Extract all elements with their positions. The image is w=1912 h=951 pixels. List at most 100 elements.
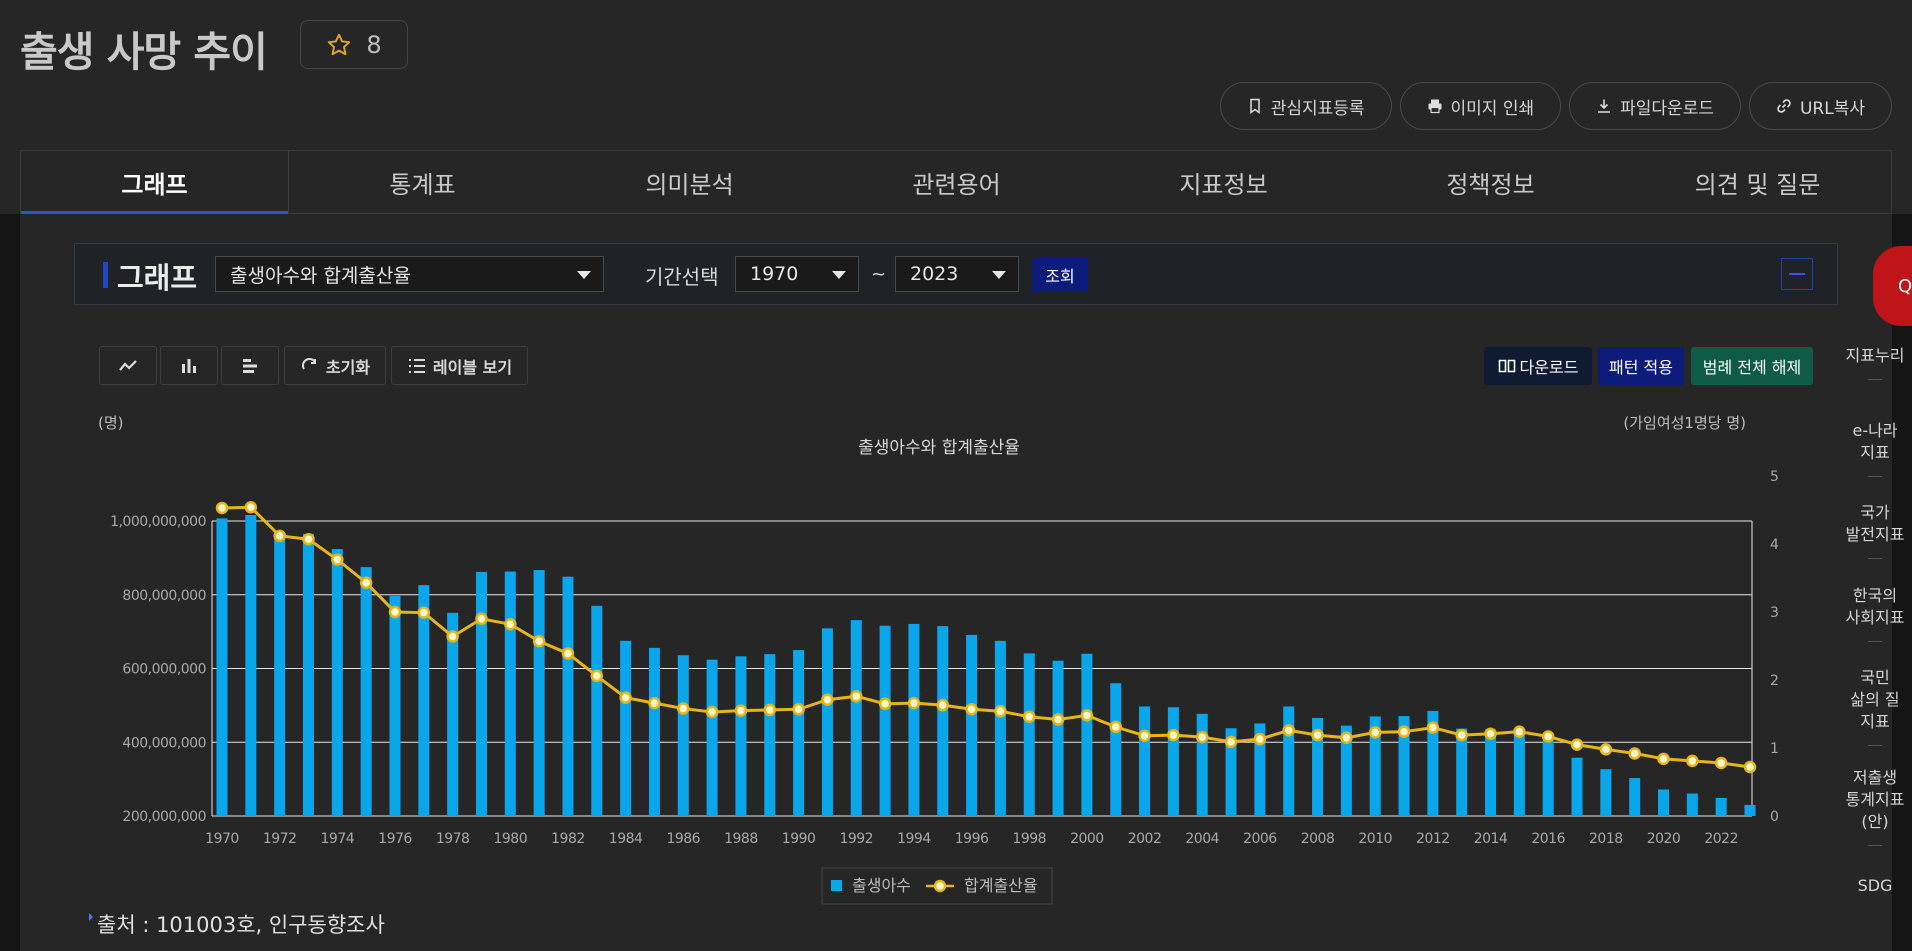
bar-births xyxy=(1052,660,1064,816)
bar-births xyxy=(1225,728,1237,816)
y2-tick-label: 4 xyxy=(1770,537,1779,553)
bar-births xyxy=(706,659,718,816)
page-title: 출생 사망 추이 xyxy=(20,28,268,76)
tab-graph[interactable]: 그래프 xyxy=(21,151,289,214)
point-fertility-rate xyxy=(417,606,431,619)
file-download-label: 파일다운로드 xyxy=(1620,98,1714,119)
from-year-select[interactable]: 1970 xyxy=(735,256,859,292)
bar-births xyxy=(1110,683,1122,816)
copy-url-button[interactable]: URL복사 xyxy=(1748,82,1892,130)
bar-births xyxy=(533,570,545,816)
legend-off-button[interactable]: 범례 전체 해제 xyxy=(1691,347,1813,385)
bar-births xyxy=(360,567,372,816)
chart-area: (명) (가임여성1명당 명) 출생아수와 합계출산율 200,000,000 4… xyxy=(74,405,1794,905)
x-tick-label: 2010 xyxy=(1358,831,1392,847)
point-fertility-rate xyxy=(1484,727,1497,740)
quick-link-item[interactable]: 국민 삶의 질 지표 xyxy=(1838,667,1912,746)
point-fertility-rate xyxy=(1167,728,1180,742)
quick-link-text: 발전지표 xyxy=(1845,525,1905,544)
book-icon xyxy=(1498,359,1515,373)
bar-births xyxy=(591,605,603,816)
point-fertility-rate xyxy=(1599,743,1613,756)
quick-link-item[interactable]: e-나라 지표 xyxy=(1838,420,1912,477)
quick-link-item[interactable]: 한국의 사회지표 xyxy=(1838,585,1912,642)
query-button[interactable]: 조회 xyxy=(1032,258,1088,292)
bar-births xyxy=(937,626,949,816)
chart-download-button[interactable]: 다운로드 xyxy=(1484,347,1592,385)
point-fertility-rate xyxy=(907,696,921,710)
bookmark-button[interactable]: 관심지표등록 xyxy=(1219,82,1392,130)
x-tick-label: 1992 xyxy=(839,831,873,847)
point-fertility-rate xyxy=(1686,754,1699,768)
series-select[interactable]: 출생아수와 합계출산율 xyxy=(215,256,604,292)
y2-axis-label: (가임여성1명당 명) xyxy=(1623,414,1746,432)
quick-link-item[interactable]: 국가 발전지표 xyxy=(1838,502,1912,559)
chevron-down-icon xyxy=(832,271,846,279)
quick-link-text: 삶의 질 xyxy=(1850,690,1900,709)
y-tick-label: 800,000,000 xyxy=(122,588,206,604)
file-download-button[interactable]: 파일다운로드 xyxy=(1569,82,1741,130)
point-fertility-rate xyxy=(994,705,1007,718)
point-fertility-rate xyxy=(302,532,315,546)
bar-births xyxy=(821,628,833,816)
horizontal-bar-icon xyxy=(243,358,257,373)
point-fertility-rate xyxy=(705,705,719,719)
point-fertility-rate xyxy=(446,630,459,643)
quick-link-item[interactable]: 지표누리 xyxy=(1838,345,1912,380)
x-tick-label: 1980 xyxy=(493,831,527,847)
to-year-select[interactable]: 2023 xyxy=(895,256,1019,292)
tab-table[interactable]: 통계표 xyxy=(389,170,456,199)
chart-title: 출생아수와 합계출산율 xyxy=(858,438,1020,458)
tab-bar: 그래프 통계표 의미분석 관련용어 지표정보 정책정보 의견 및 질문 xyxy=(20,150,1892,214)
x-tick-label: 1996 xyxy=(955,831,989,847)
quick-link-item[interactable]: 저출생 통계지표 (안) xyxy=(1838,767,1912,846)
x-tick-label: 2022 xyxy=(1704,831,1738,847)
point-fertility-rate xyxy=(1109,720,1122,734)
refresh-icon xyxy=(301,357,316,370)
tab-analysis[interactable]: 의미분석 xyxy=(645,170,734,199)
bar-births xyxy=(389,595,401,816)
label-view-button[interactable]: 레이블 보기 xyxy=(391,346,528,385)
legend-label-fertility: 합계출산율 xyxy=(964,876,1038,895)
pattern-apply-button[interactable]: 패턴 적용 xyxy=(1598,347,1684,385)
quick-menu-button[interactable]: Quick xyxy=(1873,246,1912,326)
x-tick-label: 1990 xyxy=(782,831,816,847)
tab-policy-info[interactable]: 정책정보 xyxy=(1446,170,1535,199)
x-tick-label: 1978 xyxy=(436,831,470,847)
y-tick-label: 1,000,000,000 xyxy=(110,514,206,530)
point-fertility-rate xyxy=(1224,735,1238,749)
y2-tick-label: 1 xyxy=(1770,741,1779,757)
point-fertility-rate xyxy=(504,617,517,631)
print-button[interactable]: 이미지 인쇄 xyxy=(1399,82,1562,130)
birth-fertility-chart: (명) (가임여성1명당 명) 출생아수와 합계출산율 200,000,000 4… xyxy=(98,414,1779,905)
printer-icon xyxy=(1428,99,1442,114)
bar-births xyxy=(1542,740,1554,816)
favorite-count: 8 xyxy=(366,30,382,59)
y-tick-label: 400,000,000 xyxy=(122,735,206,751)
source-note: 출처 : 101003호, 인구동향조사 xyxy=(89,909,385,939)
horizontal-bar-button[interactable] xyxy=(221,346,279,385)
bar-births xyxy=(216,518,228,816)
x-tick-label: 2020 xyxy=(1647,831,1681,847)
point-fertility-rate xyxy=(1657,752,1670,766)
quick-link-item[interactable]: SDG xyxy=(1838,875,1912,897)
y2-tick-label: 0 xyxy=(1770,809,1779,825)
line-chart-button[interactable] xyxy=(99,346,157,385)
point-fertility-rate xyxy=(1455,728,1468,742)
point-fertility-rate xyxy=(850,690,863,703)
point-fertility-rate xyxy=(792,702,805,716)
tab-indicator-info[interactable]: 지표정보 xyxy=(1179,170,1268,199)
quick-link-text: 지표 xyxy=(1860,712,1890,731)
reset-button[interactable]: 초기화 xyxy=(284,346,386,385)
left-margin xyxy=(0,214,20,951)
quick-link-text: 지표누리 xyxy=(1845,346,1905,365)
tab-feedback[interactable]: 의견 및 질문 xyxy=(1694,170,1821,199)
bar-chart-button[interactable] xyxy=(160,346,218,385)
point-fertility-rate xyxy=(878,697,892,711)
favorite-button[interactable]: 8 xyxy=(300,20,408,69)
tab-terms[interactable]: 관련용어 xyxy=(912,170,1001,199)
bar-births xyxy=(1312,717,1324,816)
bar-births xyxy=(274,537,286,816)
collapse-button[interactable] xyxy=(1781,258,1813,290)
panel-accent-bar xyxy=(103,262,108,288)
